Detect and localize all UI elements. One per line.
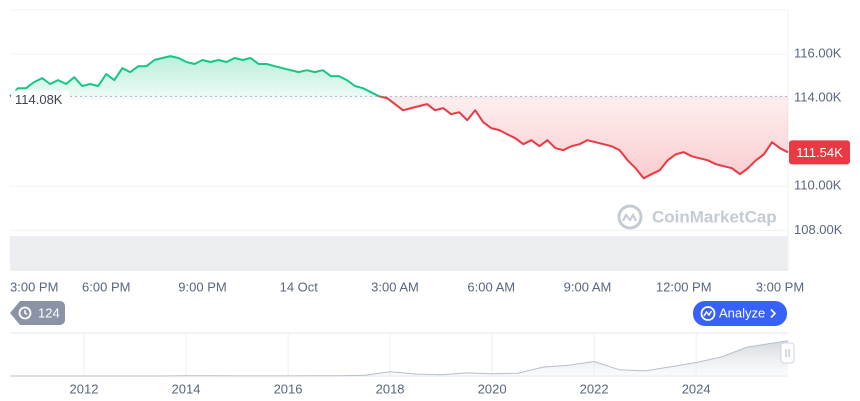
x-tick-label: 6:00 PM: [82, 279, 130, 294]
watermark: CoinMarketCap: [617, 204, 777, 230]
baseline-label: 114.08K: [15, 92, 63, 107]
navigator-tick-label: 2014: [172, 381, 201, 396]
analyze-label: Analyze: [719, 305, 765, 320]
volume-band: [10, 236, 788, 270]
x-tick-label: 9:00 AM: [564, 279, 612, 294]
x-tick-label: 3:00 PM: [10, 279, 58, 294]
x-tick-label: 9:00 PM: [178, 279, 226, 294]
area-fill: [10, 56, 788, 179]
x-tick-label: 3:00 AM: [371, 279, 419, 294]
y-tick-label: 116.00K: [794, 46, 842, 61]
y-tick-label: 108.00K: [794, 222, 843, 237]
navigator-tick-label: 2012: [70, 381, 99, 396]
baseline-label-bg: [11, 90, 69, 109]
current-price-label: 111.54K: [796, 145, 843, 160]
history-count: 124: [38, 305, 60, 320]
price-line: [9, 55, 789, 180]
navigator-area: [10, 340, 788, 376]
navigator-tick-label: 2020: [478, 381, 507, 396]
x-tick-label: 6:00 AM: [467, 279, 515, 294]
history-badge[interactable]: 124: [10, 301, 65, 325]
navigator-tick-label: 2016: [274, 381, 303, 396]
navigator-handle[interactable]: [780, 342, 795, 364]
navigator-tick-label: 2022: [580, 381, 609, 396]
watermark-text: CoinMarketCap: [652, 207, 777, 226]
navigator-tick-label: 2018: [376, 381, 405, 396]
current-price-badge: [789, 140, 850, 165]
y-tick-label: 114.00K: [794, 90, 842, 105]
navigator-tick-label: 2024: [682, 381, 711, 396]
x-tick-label: 12:00 PM: [656, 279, 712, 294]
x-tick-label: 14 Oct: [280, 279, 319, 294]
analyze-button[interactable]: Analyze: [693, 301, 787, 326]
y-tick-label: 110.00K: [794, 178, 842, 193]
x-tick-label: 3:00 PM: [756, 279, 804, 294]
navigator-line: [10, 340, 789, 377]
